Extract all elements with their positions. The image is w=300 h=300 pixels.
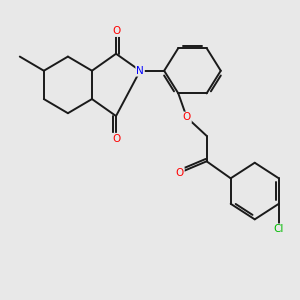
Text: O: O — [183, 112, 191, 122]
Text: O: O — [176, 168, 184, 178]
Text: N: N — [136, 66, 144, 76]
Text: Cl: Cl — [274, 224, 284, 234]
Text: O: O — [112, 26, 120, 36]
Text: O: O — [112, 134, 120, 144]
